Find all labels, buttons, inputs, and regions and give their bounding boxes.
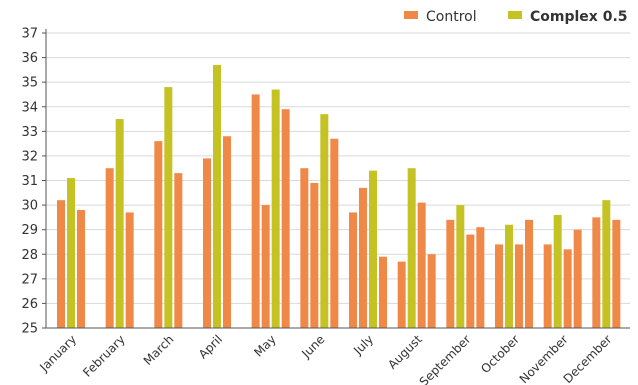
x-tick-label-may: May: [251, 332, 278, 359]
bar-march-3: [174, 173, 183, 328]
y-tick-label: 29: [21, 223, 38, 238]
legend-label-control: Control: [426, 9, 477, 25]
y-tick-label: 28: [21, 248, 38, 263]
bar-july-3: [369, 170, 377, 328]
bar-october-1: [495, 244, 503, 328]
y-tick-label: 33: [21, 125, 38, 140]
bar-february-3: [125, 212, 134, 328]
bar-february-2: [115, 119, 124, 329]
bar-november-1: [543, 244, 552, 328]
bar-january-2: [67, 178, 75, 328]
bar-august-2: [407, 168, 416, 328]
x-tick-label-august: August: [385, 332, 425, 372]
bar-april-1: [203, 158, 211, 328]
bar-july-2: [359, 187, 367, 328]
bar-may-1: [251, 94, 260, 328]
bar-october-4: [525, 219, 533, 328]
bar-june-4: [330, 138, 339, 328]
bar-february-1: [105, 168, 114, 328]
y-tick-label: 36: [21, 51, 38, 66]
bar-august-4: [427, 254, 436, 328]
bar-december-3: [612, 219, 621, 328]
bar-september-3: [466, 234, 475, 328]
bars: [57, 64, 621, 329]
bar-october-3: [515, 244, 523, 328]
legend: Control Complex 0.5: [404, 9, 628, 25]
x-tick-label-january: January: [36, 332, 79, 375]
bar-may-4: [281, 109, 290, 328]
bar-december-1: [592, 217, 601, 328]
bar-july-1: [349, 212, 357, 328]
bar-november-3: [563, 249, 572, 328]
bar-june-2: [310, 182, 319, 328]
x-tick-label-july: July: [350, 332, 376, 358]
bar-november-4: [573, 229, 582, 328]
legend-label-complex: Complex 0.5: [530, 9, 628, 25]
bar-june-1: [300, 168, 309, 328]
bar-may-3: [271, 89, 280, 329]
bar-january-1: [57, 200, 65, 328]
bar-may-2: [261, 205, 270, 328]
bar-august-3: [417, 202, 426, 328]
x-tick-labels: January February March April May June July Augu…: [36, 332, 614, 385]
x-tick-label-september: September: [417, 332, 474, 385]
y-tick-label: 30: [21, 199, 38, 214]
y-tick-label: 26: [21, 297, 38, 312]
bar-april-3: [223, 136, 231, 328]
bar-august-1: [397, 261, 406, 328]
bar-april-2: [213, 64, 221, 328]
x-tick-label-march: March: [141, 332, 177, 368]
bar-june-3: [320, 114, 329, 328]
y-tick-label: 25: [21, 322, 38, 337]
y-tick-label: 34: [21, 100, 38, 115]
y-tick-labels: 25 26 27 28 29 30 31 32 33 34 35 36 37: [21, 27, 38, 337]
bar-december-2: [602, 200, 611, 328]
y-tick-label: 31: [21, 174, 38, 189]
x-tick-label-february: February: [80, 332, 128, 380]
legend-swatch-complex: [508, 11, 522, 19]
y-tick-label: 32: [21, 149, 38, 164]
x-tick-label-april: April: [196, 332, 225, 361]
y-tick-label: 27: [21, 272, 38, 287]
legend-swatch-control: [404, 11, 418, 19]
bar-september-4: [476, 227, 485, 328]
bar-november-2: [553, 214, 562, 328]
x-tick-label-october: October: [478, 332, 522, 376]
x-tick-label-june: June: [298, 332, 327, 361]
bar-january-3: [77, 210, 85, 328]
bar-july-4: [379, 256, 387, 328]
y-tick-label: 35: [21, 76, 38, 91]
bar-march-2: [164, 87, 173, 328]
axes: [45, 29, 630, 329]
bar-october-2: [505, 224, 513, 328]
bar-september-2: [456, 205, 465, 328]
y-tick-label: 37: [21, 27, 38, 42]
bar-march-1: [154, 141, 163, 328]
bar-september-1: [446, 219, 455, 328]
